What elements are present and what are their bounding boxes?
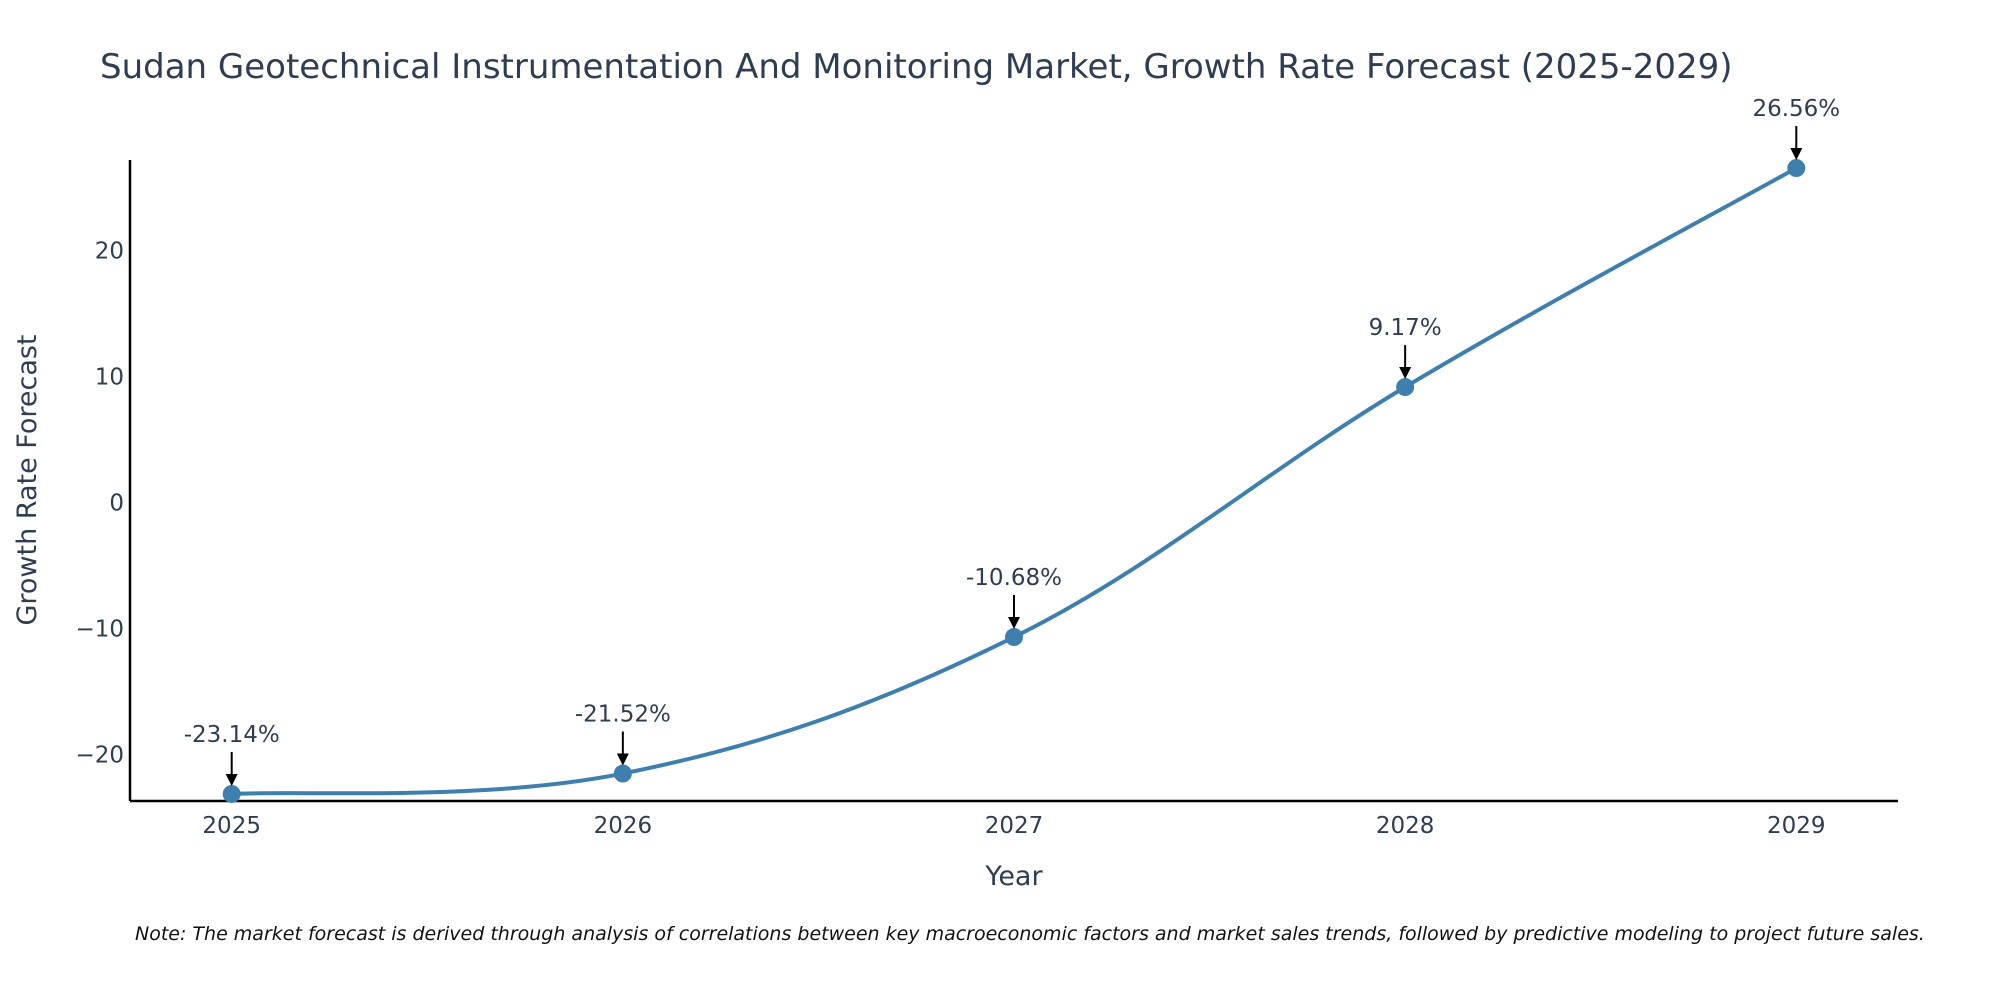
data-label: 26.56%	[1752, 96, 1840, 122]
annotation-arrow-head	[1008, 617, 1020, 630]
data-label: 9.17%	[1369, 315, 1442, 341]
x-tick-label: 2025	[202, 813, 261, 839]
data-annotation: -10.68%	[966, 565, 1062, 630]
y-tick-labels: −20 −10 0 10 20	[75, 239, 124, 769]
y-tick-label: 0	[109, 491, 124, 517]
data-point	[1787, 159, 1806, 178]
data-label: -21.52%	[575, 702, 671, 728]
data-annotations: -23.14% -21.52% -10.68% 9.17% 26.56%	[184, 96, 1840, 786]
data-annotation: 9.17%	[1369, 315, 1442, 380]
y-tick-label: 10	[95, 365, 124, 391]
data-point	[613, 764, 632, 783]
data-points	[222, 159, 1806, 803]
x-tick-label: 2026	[594, 813, 653, 839]
y-axis-title: Growth Rate Forecast	[12, 334, 43, 625]
y-tick-label: 20	[95, 239, 124, 265]
data-label: -10.68%	[966, 565, 1062, 591]
x-tick-labels: 2025 2026 2027 2028 2029	[202, 813, 1825, 839]
y-tick-label: −20	[75, 742, 124, 768]
x-tick-label: 2027	[985, 813, 1044, 839]
y-tick-label: −10	[75, 616, 124, 642]
annotation-arrow-head	[1790, 148, 1803, 161]
chart-title: Sudan Geotechnical Instrumentation And M…	[100, 47, 1733, 87]
series-line	[231, 166, 1798, 796]
x-tick-label: 2028	[1376, 813, 1435, 839]
data-annotation: -23.14%	[184, 722, 280, 786]
data-point	[222, 784, 241, 803]
x-tick-label: 2029	[1767, 813, 1826, 839]
annotation-arrow-head	[1399, 367, 1412, 380]
data-label: -23.14%	[184, 722, 280, 748]
data-point	[1396, 378, 1415, 397]
data-point	[1005, 628, 1023, 647]
data-annotation: 26.56%	[1752, 96, 1840, 161]
axes	[128, 160, 1898, 803]
footnote: Note: The market forecast is derived thr…	[135, 923, 1925, 945]
data-annotation: -21.52%	[575, 702, 671, 766]
annotation-arrow-head	[616, 753, 629, 766]
annotation-arrow-head	[225, 773, 238, 786]
x-axis-title: Year	[984, 861, 1043, 892]
